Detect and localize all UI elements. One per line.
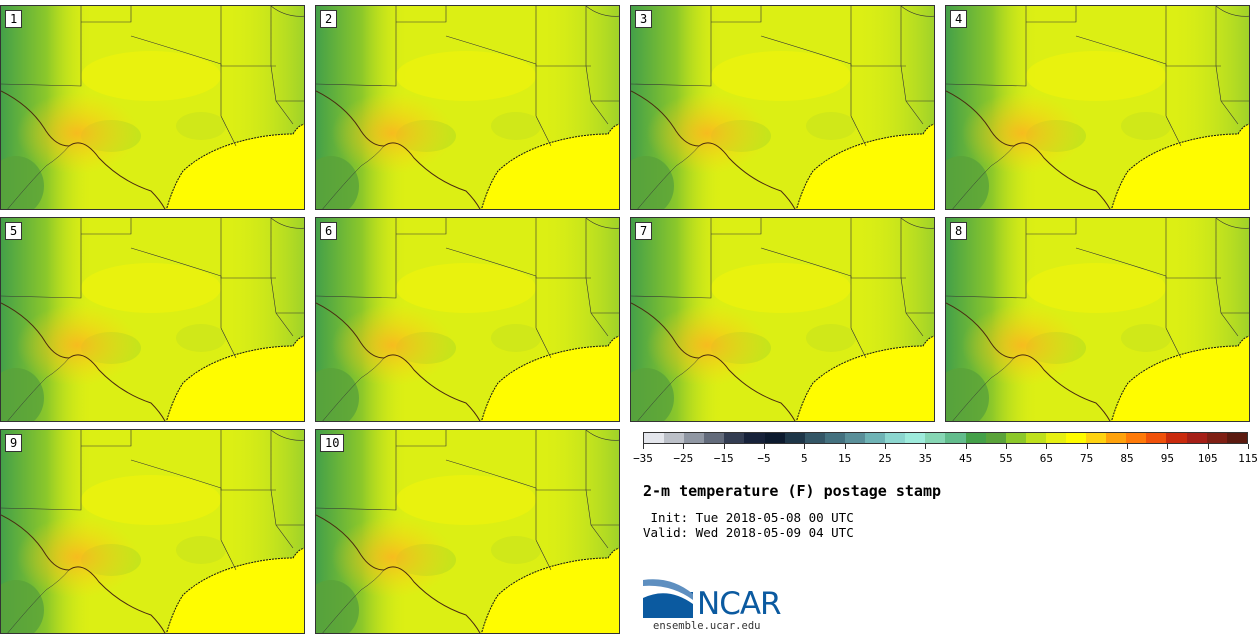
colorbar-segment bbox=[764, 433, 785, 443]
ensemble-member-map: 9 bbox=[0, 429, 305, 634]
colorbar-tick-label: 105 bbox=[1197, 452, 1218, 465]
ensemble-member-map: 8 bbox=[945, 217, 1250, 422]
init-time: Init: Tue 2018-05-08 00 UTC bbox=[643, 510, 854, 525]
colorbar-tick bbox=[885, 444, 886, 449]
member-number: 5 bbox=[5, 222, 23, 240]
temperature-colorbar bbox=[643, 432, 1248, 444]
colorbar-tick bbox=[965, 444, 967, 449]
colorbar-tick bbox=[683, 444, 685, 449]
ensemble-member-map: 5 bbox=[0, 217, 305, 422]
figure-title: 2-m temperature (F) postage stamp bbox=[643, 482, 942, 500]
colorbar-segment bbox=[985, 433, 1006, 443]
colorbar-tick-label: 95 bbox=[1160, 452, 1174, 465]
member-number: 2 bbox=[320, 10, 338, 28]
valid-time: Valid: Wed 2018-05-09 04 UTC bbox=[643, 525, 854, 540]
colorbar-segment bbox=[824, 433, 845, 443]
colorbar-tick-label: 75 bbox=[1080, 452, 1094, 465]
colorbar-segment bbox=[945, 433, 966, 443]
colorbar-tick-label: 55 bbox=[999, 452, 1013, 465]
colorbar-segment bbox=[1166, 433, 1187, 443]
member-number: 7 bbox=[635, 222, 653, 240]
colorbar-tick bbox=[804, 444, 806, 449]
colorbar-tick-label: 65 bbox=[1039, 452, 1053, 465]
member-number: 8 bbox=[950, 222, 968, 240]
colorbar-segment bbox=[1065, 433, 1087, 443]
colorbar-segment bbox=[1186, 433, 1207, 443]
colorbar-tick-label: 35 bbox=[918, 452, 932, 465]
colorbar-segment bbox=[1226, 433, 1247, 443]
colorbar-tick bbox=[764, 444, 765, 449]
colorbar-segment bbox=[905, 433, 926, 443]
colorbar-segment bbox=[1045, 433, 1066, 443]
colorbar-tick bbox=[1086, 444, 1088, 449]
colorbar-segment bbox=[744, 433, 765, 443]
colorbar-tick-label: −35 bbox=[633, 452, 653, 465]
colorbar-segment bbox=[644, 433, 665, 443]
colorbar-tick-label: −5 bbox=[757, 452, 771, 465]
logo-url: ensemble.ucar.edu bbox=[653, 620, 761, 632]
colorbar-segment bbox=[865, 433, 886, 443]
colorbar-tick-label: 25 bbox=[878, 452, 892, 465]
logo-text: NCAR bbox=[697, 586, 782, 622]
ensemble-member-map: 4 bbox=[945, 5, 1250, 210]
colorbar-segment bbox=[1005, 433, 1026, 443]
colorbar-tick bbox=[1207, 444, 1209, 449]
member-number: 4 bbox=[950, 10, 968, 28]
colorbar-tick bbox=[1248, 444, 1249, 449]
ncar-logo-icon bbox=[643, 579, 693, 618]
colorbar-segment bbox=[664, 433, 685, 443]
colorbar-segment bbox=[804, 433, 825, 443]
colorbar-segment bbox=[704, 433, 725, 443]
colorbar-tick bbox=[1127, 444, 1128, 449]
colorbar-tick bbox=[844, 444, 846, 449]
colorbar-tick-label: −25 bbox=[673, 452, 694, 465]
colorbar-segment bbox=[1206, 433, 1227, 443]
ensemble-member-map: 3 bbox=[630, 5, 935, 210]
colorbar-segment bbox=[784, 433, 805, 443]
colorbar-tick bbox=[1006, 444, 1007, 449]
colorbar-segment bbox=[1146, 433, 1167, 443]
colorbar-segment bbox=[885, 433, 906, 443]
colorbar-segment bbox=[1106, 433, 1127, 443]
member-number: 9 bbox=[5, 434, 23, 452]
colorbar-tick-label: 115 bbox=[1238, 452, 1258, 465]
member-number: 1 bbox=[5, 10, 23, 28]
colorbar-segment bbox=[684, 433, 705, 443]
colorbar-segment bbox=[925, 433, 946, 443]
colorbar-ticks: −35 −25 −15 −5 5 15 25 35 45 55 65 75 85 95 105 115 bbox=[633, 444, 1258, 468]
colorbar-tick bbox=[1167, 444, 1169, 449]
colorbar-tick-label: 5 bbox=[801, 452, 808, 465]
ensemble-member-map: 1 bbox=[0, 5, 305, 210]
ensemble-member-map: 7 bbox=[630, 217, 935, 422]
colorbar-tick bbox=[925, 444, 927, 449]
ensemble-member-map: 10 bbox=[315, 429, 620, 634]
colorbar-segment bbox=[1025, 433, 1046, 443]
member-number: 10 bbox=[320, 434, 345, 452]
colorbar-tick bbox=[723, 444, 725, 449]
colorbar-segment bbox=[965, 433, 986, 443]
member-number: 6 bbox=[320, 222, 338, 240]
member-number: 3 bbox=[635, 10, 653, 28]
colorbar-tick-label: 15 bbox=[838, 452, 852, 465]
colorbar-tick-label: −15 bbox=[713, 452, 734, 465]
colorbar-segment bbox=[1126, 433, 1147, 443]
colorbar-segment bbox=[1086, 433, 1107, 443]
colorbar-tick-label: 45 bbox=[959, 452, 973, 465]
ensemble-member-map: 6 bbox=[315, 217, 620, 422]
colorbar-tick bbox=[1046, 444, 1048, 449]
colorbar-tick-label: 85 bbox=[1120, 452, 1134, 465]
ensemble-member-map: 2 bbox=[315, 5, 620, 210]
colorbar-tick bbox=[643, 444, 644, 449]
colorbar-segment bbox=[724, 433, 745, 443]
colorbar-segment bbox=[844, 433, 866, 443]
